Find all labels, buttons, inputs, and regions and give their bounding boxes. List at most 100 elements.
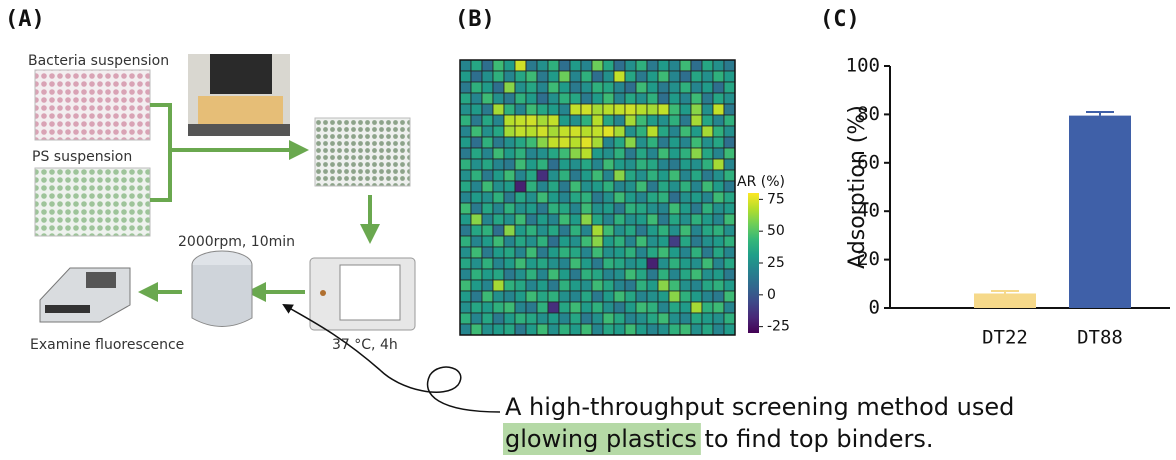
heatmap-cell bbox=[547, 158, 560, 171]
heatmap-cell bbox=[657, 257, 670, 270]
heatmap-cell bbox=[690, 301, 703, 314]
heatmap-cell bbox=[503, 312, 516, 325]
heatmap-cell bbox=[723, 246, 736, 259]
heatmap-cell bbox=[492, 81, 505, 94]
heatmap-cell bbox=[569, 213, 582, 226]
heatmap-cell bbox=[481, 92, 494, 105]
heatmap-cell bbox=[646, 70, 659, 83]
heatmap-cell bbox=[635, 180, 648, 193]
heatmap-cell bbox=[580, 70, 593, 83]
heatmap-cell bbox=[569, 323, 582, 336]
heatmap-cell bbox=[503, 147, 516, 160]
heatmap-cell bbox=[679, 202, 692, 215]
heatmap-cell bbox=[514, 213, 527, 226]
heatmap-cell bbox=[558, 279, 571, 292]
heatmap-cell bbox=[602, 81, 615, 94]
error-bar bbox=[991, 290, 1019, 294]
heatmap-cell bbox=[690, 136, 703, 149]
heatmap-cell bbox=[459, 224, 472, 237]
heatmap-cell bbox=[668, 279, 681, 292]
heatmap-cell bbox=[679, 147, 692, 160]
heatmap-cell bbox=[712, 202, 725, 215]
heatmap-cell bbox=[503, 202, 516, 215]
heatmap-cell bbox=[624, 158, 637, 171]
heatmap-cell bbox=[580, 213, 593, 226]
heatmap-cell bbox=[635, 191, 648, 204]
colorbar bbox=[748, 193, 759, 333]
heatmap-cell bbox=[624, 169, 637, 182]
heatmap-cell bbox=[525, 125, 538, 138]
error-bar bbox=[1086, 110, 1114, 116]
heatmap-cell bbox=[613, 246, 626, 259]
heatmap-cell bbox=[679, 268, 692, 281]
heatmap-cell bbox=[580, 125, 593, 138]
heatmap-cell bbox=[602, 202, 615, 215]
heatmap-cell bbox=[503, 257, 516, 270]
heatmap-cell bbox=[503, 290, 516, 303]
heatmap-cell bbox=[613, 180, 626, 193]
heatmap-cell bbox=[657, 224, 670, 237]
heatmap-cell bbox=[701, 114, 714, 127]
heatmap-cell bbox=[657, 114, 670, 127]
heatmap-cell bbox=[591, 312, 604, 325]
heatmap-cell bbox=[514, 158, 527, 171]
heatmap-cell bbox=[547, 59, 560, 72]
heatmap-cell bbox=[536, 224, 549, 237]
heatmap-cell bbox=[613, 147, 626, 160]
heatmap-cell bbox=[481, 224, 494, 237]
heatmap-cell bbox=[503, 103, 516, 116]
heatmap-cell bbox=[558, 136, 571, 149]
heatmap-cell bbox=[613, 257, 626, 270]
heatmap-cell bbox=[723, 268, 736, 281]
heatmap-cell bbox=[602, 235, 615, 248]
heatmap-cell bbox=[470, 92, 483, 105]
heatmap-cell bbox=[481, 180, 494, 193]
heatmap-cell bbox=[470, 147, 483, 160]
heatmap-cell bbox=[459, 103, 472, 116]
heatmap-cell bbox=[668, 136, 681, 149]
heatmap-cell bbox=[679, 323, 692, 336]
heatmap-cell bbox=[679, 191, 692, 204]
heatmap-cell bbox=[701, 125, 714, 138]
heatmap-cell bbox=[701, 70, 714, 83]
heatmap-cell bbox=[668, 70, 681, 83]
heatmap-cell bbox=[690, 70, 703, 83]
heatmap-cell bbox=[646, 213, 659, 226]
heatmap-cell bbox=[459, 114, 472, 127]
heatmap-cell bbox=[690, 213, 703, 226]
heatmap-cell bbox=[558, 301, 571, 314]
heatmap-cell bbox=[470, 246, 483, 259]
heatmap-cell bbox=[624, 103, 637, 116]
heatmap-cell bbox=[679, 312, 692, 325]
heatmap-cell bbox=[591, 268, 604, 281]
heatmap-cell bbox=[558, 125, 571, 138]
heatmap-cell bbox=[712, 257, 725, 270]
heatmap-cell bbox=[503, 125, 516, 138]
heatmap-cell bbox=[624, 290, 637, 303]
heatmap-cell bbox=[481, 191, 494, 204]
heatmap-cell bbox=[646, 158, 659, 171]
heatmap-cell bbox=[712, 235, 725, 248]
heatmap-cell bbox=[492, 213, 505, 226]
heatmap-cell bbox=[481, 323, 494, 336]
heatmap-frame bbox=[459, 59, 736, 336]
heatmap-cell bbox=[624, 114, 637, 127]
heatmap-cell bbox=[569, 147, 582, 160]
heatmap-cell bbox=[514, 279, 527, 292]
heatmap-cell bbox=[635, 235, 648, 248]
heatmap-cell bbox=[657, 158, 670, 171]
heatmap-cell bbox=[591, 213, 604, 226]
heatmap-cell bbox=[679, 114, 692, 127]
heatmap-cell bbox=[701, 180, 714, 193]
heatmap-cell bbox=[492, 312, 505, 325]
caption: A high-throughput screening method used bbox=[505, 393, 1014, 421]
heatmap-cell bbox=[613, 290, 626, 303]
heatmap-cell bbox=[558, 103, 571, 116]
caption: to find top binders. bbox=[697, 425, 934, 453]
heatmap-cell bbox=[668, 81, 681, 94]
diagram-label: Examine fluorescence bbox=[30, 337, 184, 353]
heatmap-cell bbox=[613, 92, 626, 105]
heatmap-cell bbox=[547, 323, 560, 336]
heatmap-cell bbox=[547, 92, 560, 105]
heatmap-cell bbox=[525, 81, 538, 94]
